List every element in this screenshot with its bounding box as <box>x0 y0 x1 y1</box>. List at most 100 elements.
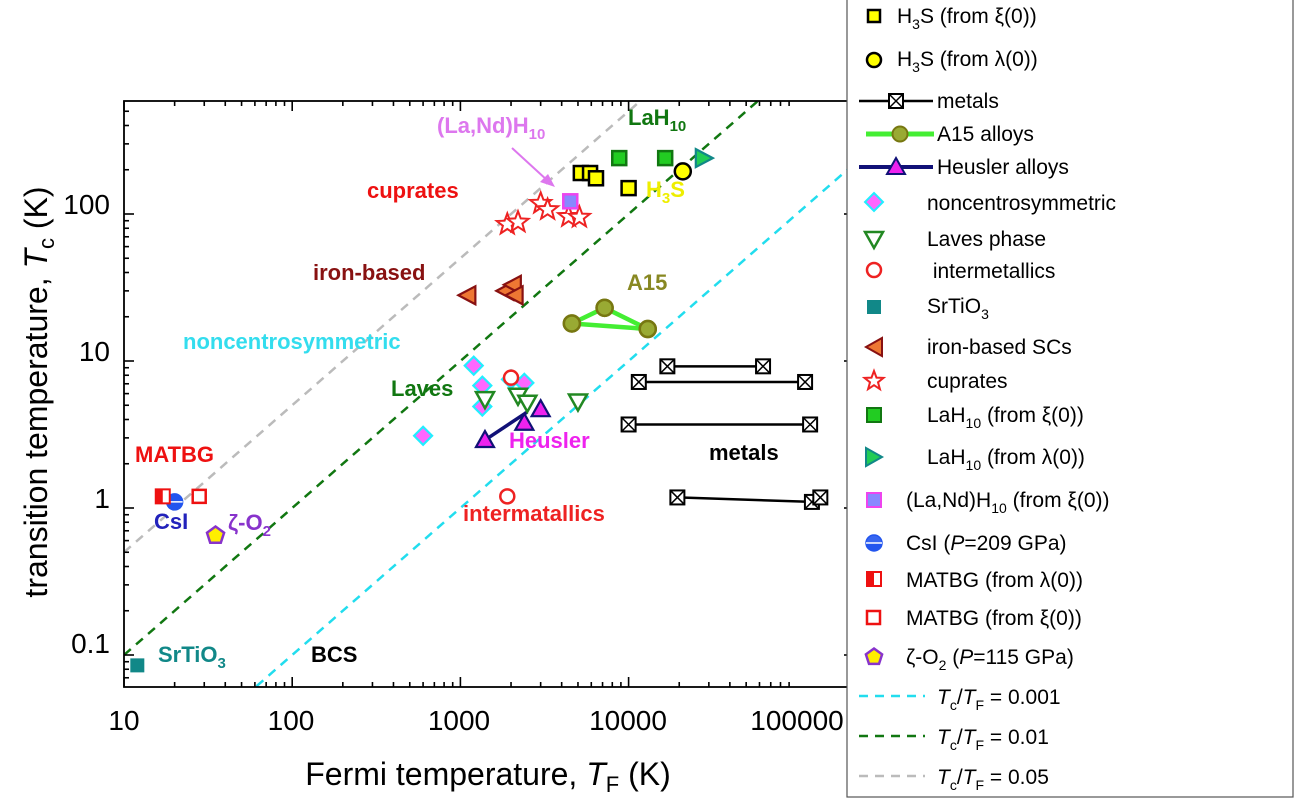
iron-based-scs-point <box>503 284 524 307</box>
annotation-heusler: Heusler <box>509 428 590 453</box>
a15-alloys-point <box>595 298 614 318</box>
metals-point <box>797 373 814 390</box>
a15-alloys-point <box>562 314 582 333</box>
annotation-cuprates: cuprates <box>367 178 459 203</box>
legend: H3S (from ξ(0)) H3S (from λ(0)) metals A… <box>846 0 1294 798</box>
lah10-from-0-point <box>611 149 628 167</box>
legend-label-cuprates: cuprates <box>927 370 1008 393</box>
x-tick-label: 10000 <box>589 705 667 736</box>
legend-symbol-cuprates <box>861 368 887 392</box>
noncentrosymmetric-point <box>412 425 434 447</box>
metals-point <box>659 358 676 375</box>
legend-symbol-srtio3 <box>867 300 881 314</box>
heusler-alloys-connector <box>484 410 529 442</box>
lah10-from-0-point <box>694 147 716 169</box>
heusler-alloys-point <box>529 397 552 418</box>
intermetallics-point <box>502 369 520 386</box>
legend-label-ratio-05: Tc/TF = 0.05 <box>937 766 1049 793</box>
legend-label-a15: A15 alloys <box>937 123 1034 146</box>
noncentrosymmetric-point <box>463 355 485 377</box>
o2-p-115-gpa-point <box>205 524 226 545</box>
data-markers <box>130 147 829 673</box>
legend-label-srtio3: SrTiO3 <box>927 295 989 322</box>
annotation-zeta-o2: ζ-O2 <box>228 510 271 540</box>
y-tick-label: 100 <box>63 189 110 220</box>
cuprates-point <box>534 195 561 221</box>
srtio3-point <box>130 658 145 673</box>
lah10-from-0-point <box>656 149 674 167</box>
iron-based-scs-point <box>456 284 477 307</box>
legend-symbol-matbg-xi <box>865 609 882 626</box>
laves-phase-point <box>516 394 539 415</box>
legend-symbol-metals <box>859 93 933 109</box>
y-tick-label: 10 <box>79 336 110 367</box>
annotation-arrow-line <box>511 147 549 182</box>
legend-label-metals: metals <box>937 90 999 113</box>
x-tick-labels: 10 100 1000 10000 100000 <box>108 705 843 736</box>
heusler-alloys-point <box>474 428 496 449</box>
legend-label-zeta-o2: ζ-O2 (P=115 GPa) <box>906 646 1074 673</box>
metals-point <box>812 489 829 506</box>
h3s-from-0-point <box>673 162 693 181</box>
legend-label-ratio-01: Tc/TF = 0.01 <box>937 726 1049 753</box>
legend-symbol-csi <box>865 534 883 552</box>
legend-symbol-heusler <box>859 155 933 175</box>
y-tick-label: 1 <box>94 483 110 514</box>
h3s-from-0-point <box>587 170 605 187</box>
legend-symbol-noncentro <box>863 191 885 213</box>
metals-point <box>802 416 819 433</box>
x-tick-label: 100000 <box>750 705 843 736</box>
legend-label-iron-based: iron-based SCs <box>927 336 1072 359</box>
metals-point <box>620 416 637 433</box>
metals-point <box>669 489 686 506</box>
legend-label-la-nd-h10: (La,Nd)H10 (from ξ(0)) <box>906 489 1110 516</box>
y-axis-label: transition temperature, Tc (K) <box>18 186 59 597</box>
annotation-intermatallics: intermatallics <box>463 501 605 526</box>
annotation-noncentrosymmetric: noncentrosymmetric <box>183 329 401 354</box>
legend-label-lah10-lambda: LaH10 (from λ(0)) <box>927 446 1085 473</box>
legend-symbol-la-nd-h10 <box>866 492 882 508</box>
intermetallics-point <box>499 488 516 505</box>
legend-label-matbg-xi: MATBG (from ξ(0)) <box>906 607 1082 630</box>
legend-symbol-iron-based <box>863 336 883 358</box>
metals-point <box>630 373 647 390</box>
metals-connector <box>677 496 821 504</box>
legend-symbol-lah10-lambda <box>865 446 885 468</box>
laves-phase-point <box>473 390 497 411</box>
annotation-laves: Laves <box>391 376 453 401</box>
annotation-a15: A15 <box>627 270 667 295</box>
metals-point <box>755 358 772 375</box>
legend-label-lah10-xi: LaH10 (from ξ(0)) <box>927 404 1084 431</box>
laves-phase-point <box>566 393 590 414</box>
heusler-alloys-point <box>513 411 536 431</box>
annotation-la-nd-h10: (La,Nd)H10 <box>437 113 545 143</box>
h3s-from-0-point <box>620 179 637 197</box>
annotation-h3s: H3S <box>646 177 685 207</box>
legend-label-laves: Laves phase <box>927 228 1046 251</box>
legend-symbol-zeta-o2 <box>864 646 884 666</box>
x-axis-label: Fermi temperature, TF (K) <box>305 756 671 797</box>
legend-label-heusler: Heusler alloys <box>937 156 1069 179</box>
x-tick-label: 10 <box>108 705 139 736</box>
annotations: cuprates iron-based noncentrosymmetric L… <box>135 105 779 672</box>
a15-alloys-point <box>638 319 658 339</box>
reference-lines <box>124 101 849 687</box>
x-tick-label: 1000 <box>428 705 490 736</box>
cuprates-point <box>504 208 532 234</box>
legend-label-matbg-lambda: MATBG (from λ(0)) <box>906 569 1083 592</box>
a15-alloys-connector <box>571 321 648 332</box>
matbg-from-0-point <box>154 488 171 505</box>
reference-line-0-05 <box>124 101 643 554</box>
legend-symbol-a15 <box>866 125 934 143</box>
series-connectors <box>484 305 821 504</box>
legend-label-ratio-001: Tc/TF = 0.001 <box>937 686 1061 713</box>
legend-symbol-matbg-lambda <box>866 571 882 587</box>
legend-frame <box>846 0 1294 798</box>
legend-label-csi: CsI (P=209 GPa) <box>906 532 1067 555</box>
legend-symbol-h3s-xi <box>866 8 882 24</box>
annotation-matbg: MATBG <box>135 442 214 467</box>
cuprates-point <box>566 203 593 229</box>
y-tick-label: 0.1 <box>71 628 110 659</box>
x-tick-label: 100 <box>268 705 315 736</box>
